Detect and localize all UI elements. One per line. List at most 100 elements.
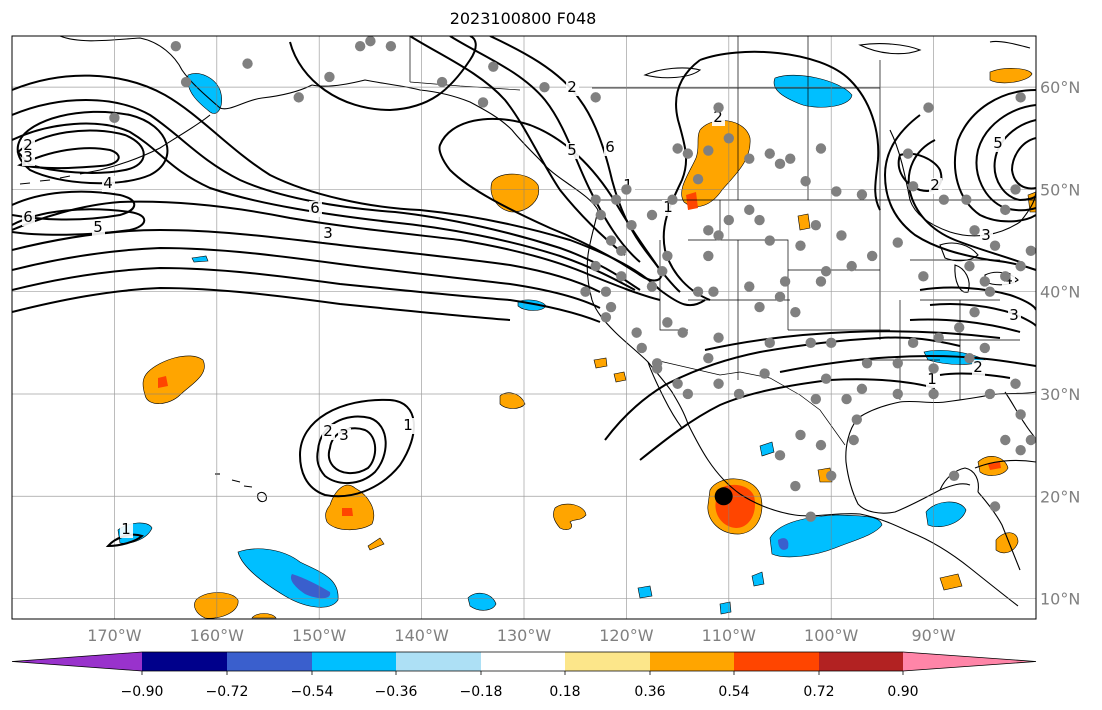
station-dot — [826, 470, 837, 482]
positive-anomaly-region — [553, 503, 587, 530]
contour-label-bg — [926, 372, 939, 388]
station-dot — [636, 342, 647, 354]
negative-anomaly-region — [719, 601, 732, 615]
contour-label-bg — [338, 428, 351, 444]
contour-label-bg — [1008, 308, 1021, 324]
station-dot — [948, 470, 960, 482]
station-dot — [646, 281, 658, 292]
station-dot — [902, 148, 914, 159]
border-line — [659, 200, 890, 380]
longitude-label: 120°W — [599, 626, 654, 645]
map-area: 234566325612311523432121 — [12, 36, 1051, 619]
contour-label: 1 — [121, 520, 131, 538]
station-dot — [754, 301, 765, 313]
contour-line — [993, 119, 1036, 202]
station-dot — [180, 76, 192, 88]
negative-anomaly-region — [191, 255, 209, 263]
colorbar-tick-label: −0.90 — [121, 684, 164, 700]
coastline — [858, 43, 922, 55]
longitude-label: 130°W — [497, 626, 552, 645]
colorbar-segment — [312, 652, 396, 671]
station-dot — [820, 266, 832, 277]
station-dot — [961, 194, 972, 205]
station-dot — [324, 71, 335, 83]
negative-anomaly-region — [925, 501, 967, 528]
station-dot — [293, 92, 304, 103]
contour-lines — [12, 36, 1036, 548]
contour-line — [954, 89, 1036, 223]
station-dot — [989, 501, 1001, 512]
map-frame — [11, 35, 1037, 620]
contour-label: 3 — [339, 426, 349, 444]
positive-anomaly-region — [251, 613, 277, 619]
positive-anomaly-region — [593, 357, 608, 369]
longitude-tick-labels: 170°W 160°W 150°W 140°W 130°W 120°W 110°W 100°W… — [87, 626, 956, 645]
coastline — [739, 493, 1019, 607]
positive-anomaly-region — [499, 392, 526, 409]
station-dot — [979, 276, 990, 287]
coastline — [59, 36, 313, 110]
station-dot — [892, 358, 903, 369]
contour-line — [289, 36, 477, 112]
negative-anomaly-region — [467, 592, 497, 611]
station-dot — [708, 286, 719, 297]
coastline — [311, 79, 599, 211]
contour-line — [449, 36, 641, 263]
longitude-label: 110°W — [702, 626, 757, 645]
station-dot — [616, 245, 627, 256]
contour-label-bg — [980, 228, 993, 244]
station-dot — [1015, 260, 1026, 272]
colorbar-segment — [734, 652, 819, 671]
contour-label-bg — [322, 424, 335, 440]
contour-line — [662, 59, 711, 301]
station-dot — [672, 378, 683, 389]
colorbar — [11, 651, 1037, 672]
station-dot — [1041, 159, 1051, 169]
contour-label: 2 — [567, 78, 577, 96]
station-dot — [610, 194, 622, 205]
contour-label-bg — [92, 220, 105, 236]
station-dot — [662, 250, 673, 262]
station-dot — [933, 332, 944, 343]
station-dot — [810, 393, 822, 405]
station-dot — [836, 230, 847, 241]
station-dot — [805, 511, 816, 522]
coastline — [99, 114, 211, 171]
colorbar-tick-label: 0.90 — [887, 684, 918, 700]
station-dot — [820, 373, 832, 384]
colorbar-tick-labels: −0.90 −0.72 −0.54 −0.36 −0.18 0.18 0.36 0.54 0.7… — [121, 671, 919, 700]
station-dot — [984, 286, 996, 297]
latitude-label: 20°N — [1040, 487, 1080, 506]
contour-label: 5 — [93, 218, 103, 236]
station-dot — [759, 368, 770, 379]
station-dot — [964, 352, 975, 364]
colorbar-tick-label: 0.54 — [718, 684, 749, 700]
station-dot — [1015, 92, 1026, 103]
station-dot — [969, 225, 980, 236]
contour-line — [12, 190, 136, 221]
contour-label-bg — [22, 210, 35, 226]
coastline — [845, 391, 1036, 514]
contour-label: 6 — [23, 208, 33, 226]
contour-line — [16, 110, 169, 185]
chart-title: 2023100800 F048 — [449, 9, 597, 28]
station-dot — [1000, 434, 1011, 446]
contour-label: 5 — [567, 141, 577, 159]
contour-line — [907, 139, 1021, 263]
station-dot — [354, 41, 366, 52]
station-dot — [488, 61, 499, 72]
longitude-label: 90°W — [912, 626, 956, 645]
colorbar-segment — [565, 652, 650, 671]
colorbar-tick-label: −0.72 — [206, 684, 249, 700]
positive-anomaly-region — [194, 592, 239, 619]
colorbar-tick-label: −0.36 — [375, 684, 418, 700]
station-dot — [785, 153, 796, 164]
contour-line — [639, 378, 936, 461]
negative-anomaly-region — [187, 73, 222, 114]
station-dot — [841, 393, 852, 405]
contour-label: 3 — [323, 224, 333, 242]
border-line — [654, 359, 846, 446]
station-dot — [692, 286, 704, 297]
positive-anomaly-region — [989, 68, 1033, 84]
contour-label: 1 — [663, 198, 673, 216]
